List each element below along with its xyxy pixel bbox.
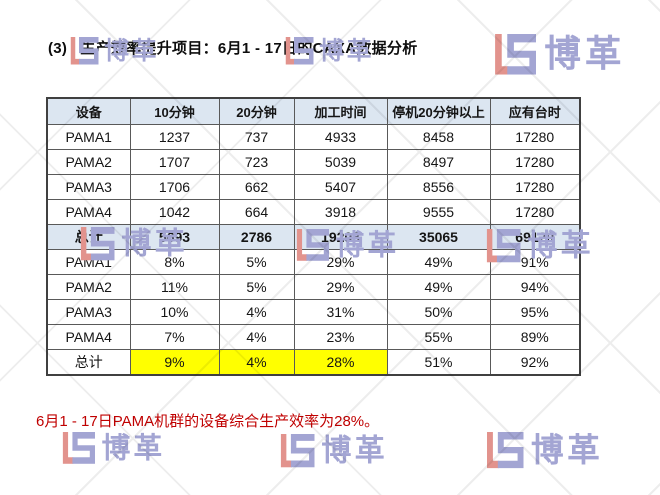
device-cell: PAMA2 [46,274,131,300]
value-cell: 3918 [293,199,388,225]
boge-watermark: 博革 [494,32,626,75]
value-cell: 737 [218,124,295,150]
device-cell: PAMA4 [46,324,131,350]
value-cell: 8458 [386,124,491,150]
value-cell: 11% [129,274,220,300]
value-cell: 5039 [293,149,388,175]
value-cell: 7% [129,324,220,350]
value-cell: 50% [386,299,491,325]
boge-watermark: 博革 [62,430,166,464]
value-cell: 49% [386,274,491,300]
table-row: PAMA1 8% 5% 29% 49% 91% [46,249,581,275]
value-cell: 1707 [129,149,220,175]
value-cell: 662 [218,174,295,200]
value-cell: 10% [129,299,220,325]
boge-brand-text: 博革 [101,430,166,464]
value-cell: 29% [293,274,388,300]
value-cell: 17280 [489,199,581,225]
value-cell: 9% [129,349,220,376]
value-cell: 29% [293,249,388,275]
value-cell: 89% [489,324,581,350]
device-cell: 总计 [46,224,131,250]
column-header-3: 加工时间 [293,97,388,125]
value-cell: 1237 [129,124,220,150]
summary-row: 总计 9% 4% 28% 51% 92% [46,349,581,376]
value-cell: 8556 [386,174,491,200]
device-cell: PAMA3 [46,299,131,325]
value-cell: 23% [293,324,388,350]
value-cell: 8497 [386,149,491,175]
boge-watermark: 博革 [486,430,604,469]
value-cell: 95% [489,299,581,325]
title-index: (3) [48,40,68,57]
title-text: 生产效率提升项目：6月1 - 17日的CAXA数据分析 [80,40,418,57]
value-cell: 5% [218,274,295,300]
value-cell: 5693 [129,224,220,250]
value-cell: 4% [218,299,295,325]
value-cell: 92% [489,349,581,376]
table-row: PAMA2 1707 723 5039 8497 17280 [46,149,581,175]
value-cell: 51% [386,349,491,376]
value-cell: 9555 [386,199,491,225]
caxa-data-table: 设备 10分钟 20分钟 加工时间 停机20分钟以上 应有台时 PAMA1 1237 737 49… [46,97,581,376]
boge-logo-icon [62,432,95,464]
device-cell: PAMA2 [46,149,131,175]
value-cell: 1042 [129,199,220,225]
value-cell: 49% [386,249,491,275]
value-cell: 8% [129,249,220,275]
value-cell: 2786 [218,224,295,250]
value-cell: 31% [293,299,388,325]
value-cell: 35065 [386,224,491,250]
table-row: PAMA3 10% 4% 31% 50% 95% [46,299,581,325]
value-cell: 1706 [129,174,220,200]
table-row: PAMA2 11% 5% 29% 49% 94% [46,274,581,300]
value-cell: 69120 [489,224,581,250]
column-header-4: 停机20分钟以上 [386,97,491,125]
value-cell: 5% [218,249,295,275]
value-cell: 723 [218,149,295,175]
device-cell: 总计 [46,349,131,376]
value-cell: 4% [218,324,295,350]
boge-logo-icon [486,432,524,469]
value-cell: 664 [218,199,295,225]
value-cell: 4% [218,349,295,376]
column-header-2: 20分钟 [218,97,295,125]
table-row: PAMA4 7% 4% 23% 55% 89% [46,324,581,350]
column-header-5: 应有台时 [489,97,581,125]
value-cell: 28% [293,349,388,376]
total-row: 总计 5693 2786 19298 35065 69120 [46,224,581,250]
header-row: 设备 10分钟 20分钟 加工时间 停机20分钟以上 应有台时 [46,97,581,125]
boge-brand-text: 博革 [531,430,604,469]
value-cell: 91% [489,249,581,275]
value-cell: 19298 [293,224,388,250]
column-header-1: 10分钟 [129,97,220,125]
table-row: PAMA4 1042 664 3918 9555 17280 [46,199,581,225]
device-cell: PAMA1 [46,249,131,275]
column-header-0: 设备 [46,97,131,125]
value-cell: 17280 [489,174,581,200]
footer-note: 6月1 - 17日PAMA机群的设备综合生产效率为28%。 [36,413,380,430]
table-row: PAMA3 1706 662 5407 8556 17280 [46,174,581,200]
boge-brand-text: 博革 [321,432,389,468]
value-cell: 5407 [293,174,388,200]
boge-brand-text: 博革 [544,32,626,75]
boge-watermark: 博革 [280,432,389,468]
value-cell: 17280 [489,149,581,175]
value-cell: 55% [386,324,491,350]
value-cell: 4933 [293,124,388,150]
boge-logo-icon [280,434,315,468]
boge-logo-icon [495,34,536,75]
device-cell: PAMA4 [46,199,131,225]
device-cell: PAMA1 [46,124,131,150]
value-cell: 17280 [489,124,581,150]
table-row: PAMA1 1237 737 4933 8458 17280 [46,124,581,150]
page-title: (3) 生产效率提升项目：6月1 - 17日的CAXA数据分析 [48,37,418,58]
value-cell: 94% [489,274,581,300]
device-cell: PAMA3 [46,174,131,200]
